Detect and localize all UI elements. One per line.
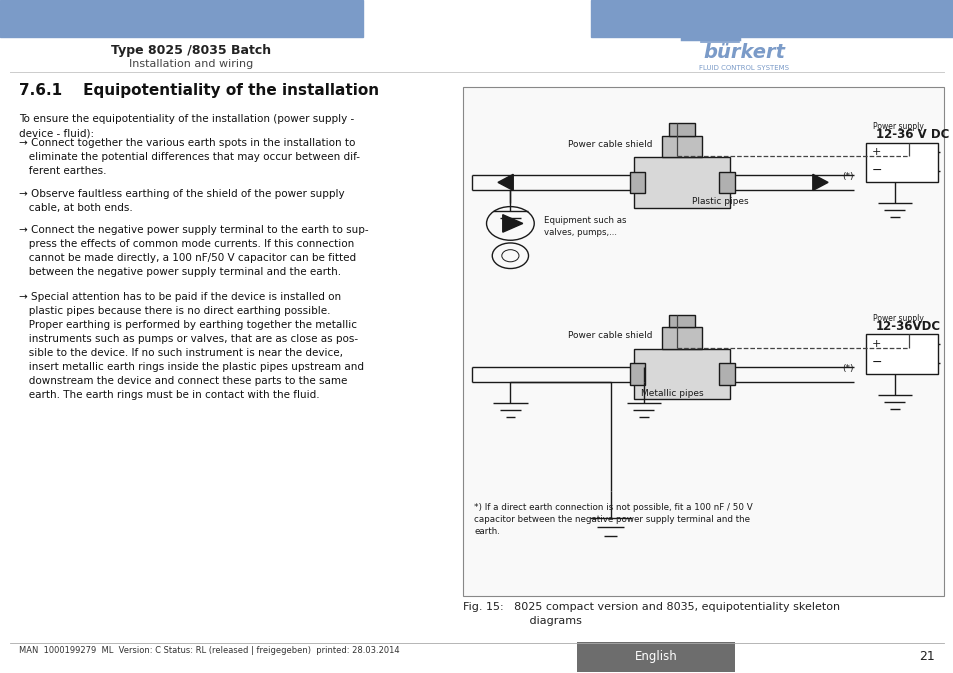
Text: Power cable shield: Power cable shield bbox=[568, 331, 652, 341]
Polygon shape bbox=[812, 174, 827, 190]
Text: → Connect together the various earth spots in the installation to
   eliminate t: → Connect together the various earth spo… bbox=[19, 138, 359, 176]
Bar bbox=[865, 334, 937, 374]
Bar bbox=[661, 136, 701, 157]
Text: FLUID CONTROL SYSTEMS: FLUID CONTROL SYSTEMS bbox=[699, 65, 788, 71]
Bar bbox=[634, 157, 729, 207]
Text: MAN  1000199279  ML  Version: C Status: RL (released | freigegeben)  printed: 28: MAN 1000199279 ML Version: C Status: RL … bbox=[19, 646, 399, 656]
Text: → Special attention has to be paid if the device is installed on
   plastic pipe: → Special attention has to be paid if th… bbox=[19, 292, 364, 400]
Bar bbox=[591, 0, 953, 37]
Bar bbox=[668, 315, 695, 328]
Text: (*): (*) bbox=[841, 363, 853, 373]
Text: To ensure the equipotentiality of the installation (power supply -
device - flui: To ensure the equipotentiality of the in… bbox=[19, 114, 354, 139]
Text: Fig. 15:   8025 compact version and 8035, equipotentiality skeleton
            : Fig. 15: 8025 compact version and 8035, … bbox=[462, 602, 839, 627]
Text: Power supply: Power supply bbox=[872, 122, 923, 131]
Text: (*): (*) bbox=[841, 172, 853, 181]
Text: +: + bbox=[871, 339, 881, 349]
Polygon shape bbox=[497, 174, 513, 190]
Bar bbox=[865, 143, 937, 182]
Bar bbox=[719, 363, 734, 385]
Text: → Connect the negative power supply terminal to the earth to sup-
   press the e: → Connect the negative power supply term… bbox=[19, 225, 368, 277]
Text: Plastic pipes: Plastic pipes bbox=[691, 197, 748, 207]
Text: +: + bbox=[871, 147, 881, 157]
Bar bbox=[719, 172, 734, 193]
Text: −: − bbox=[871, 356, 882, 369]
Bar bbox=[629, 172, 644, 193]
Text: *) If a direct earth connection is not possible, fit a 100 nF / 50 V
capacitor b: *) If a direct earth connection is not p… bbox=[474, 503, 752, 536]
Bar bbox=[0, 0, 362, 37]
Text: 7.6.1    Equipotentiality of the installation: 7.6.1 Equipotentiality of the installati… bbox=[19, 83, 378, 98]
Text: 21: 21 bbox=[919, 650, 934, 664]
Bar bbox=[629, 363, 644, 385]
Text: 12-36VDC: 12-36VDC bbox=[875, 320, 940, 333]
Text: Power supply: Power supply bbox=[872, 314, 923, 323]
Bar bbox=[668, 124, 695, 136]
Bar bbox=[634, 349, 729, 400]
Text: Installation and wiring: Installation and wiring bbox=[129, 59, 253, 69]
Text: Metallic pipes: Metallic pipes bbox=[640, 389, 703, 398]
Polygon shape bbox=[502, 215, 522, 232]
Bar bbox=[661, 328, 701, 349]
Text: valves, pumps,...: valves, pumps,... bbox=[543, 227, 617, 237]
Text: Type 8025 /8035 Batch: Type 8025 /8035 Batch bbox=[111, 44, 271, 57]
Text: Equipment such as: Equipment such as bbox=[543, 215, 625, 225]
Bar bbox=[462, 87, 943, 596]
Text: → Observe faultless earthing of the shield of the power supply
   cable, at both: → Observe faultless earthing of the shie… bbox=[19, 190, 344, 213]
Text: bürkert: bürkert bbox=[702, 43, 784, 62]
Text: −: − bbox=[871, 164, 882, 177]
Bar bbox=[577, 642, 734, 672]
Text: 12-36 V DC: 12-36 V DC bbox=[875, 128, 948, 141]
Text: English: English bbox=[635, 650, 677, 664]
Text: Power cable shield: Power cable shield bbox=[568, 139, 652, 149]
